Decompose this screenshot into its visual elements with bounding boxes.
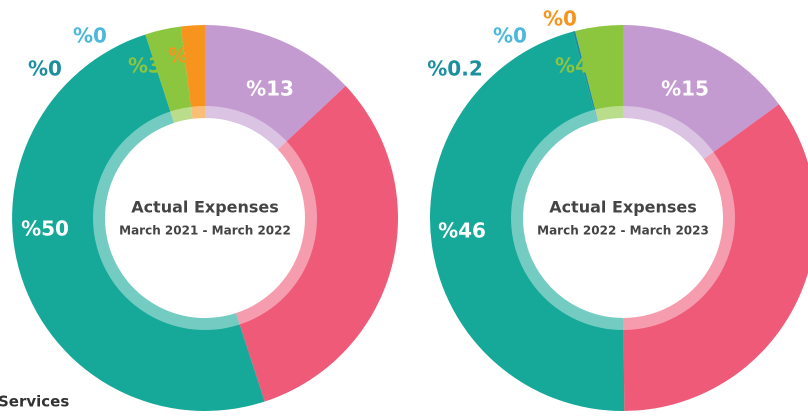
- value-label: %50: [21, 217, 69, 241]
- center-subtitle: March 2022 - March 2023: [537, 224, 709, 238]
- donut-hole: [108, 121, 302, 315]
- value-label: %32: [311, 282, 359, 306]
- donut-chart: Actual Expenses March 2021 - March 2022 %1…: [12, 24, 398, 411]
- donut-slice: [623, 104, 808, 411]
- center-subtitle: March 2021 - March 2022: [119, 224, 291, 238]
- donut-slice: [623, 25, 779, 160]
- legend-fragment: Services: [0, 393, 69, 411]
- donut-slice: [205, 25, 346, 150]
- value-label: %0.2: [427, 57, 482, 81]
- donut-chart: Actual Expenses March 2022 - March 2023 %1…: [427, 7, 808, 412]
- donut-slice: [235, 85, 398, 402]
- value-label: %4: [555, 54, 589, 78]
- donut-slice: [575, 25, 623, 122]
- value-label: %0: [493, 24, 527, 48]
- donut-slice: [430, 31, 625, 412]
- donut-slice: [12, 34, 265, 411]
- center-title: Actual Expenses: [131, 198, 279, 217]
- value-label: %0: [73, 24, 107, 48]
- donut-slice: [180, 25, 205, 119]
- value-label: %3: [128, 54, 162, 78]
- value-label: %15: [661, 77, 709, 101]
- value-label: %2: [168, 44, 202, 68]
- donut-slice: [572, 31, 599, 122]
- value-label: %0: [543, 7, 577, 31]
- donut-hole: [526, 121, 720, 315]
- value-label: %0: [28, 57, 62, 81]
- value-label: %13: [246, 77, 294, 101]
- donut-slice: [145, 26, 193, 123]
- center-title: Actual Expenses: [549, 198, 697, 217]
- value-label: %46: [438, 219, 486, 243]
- value-label: %35: [731, 282, 779, 306]
